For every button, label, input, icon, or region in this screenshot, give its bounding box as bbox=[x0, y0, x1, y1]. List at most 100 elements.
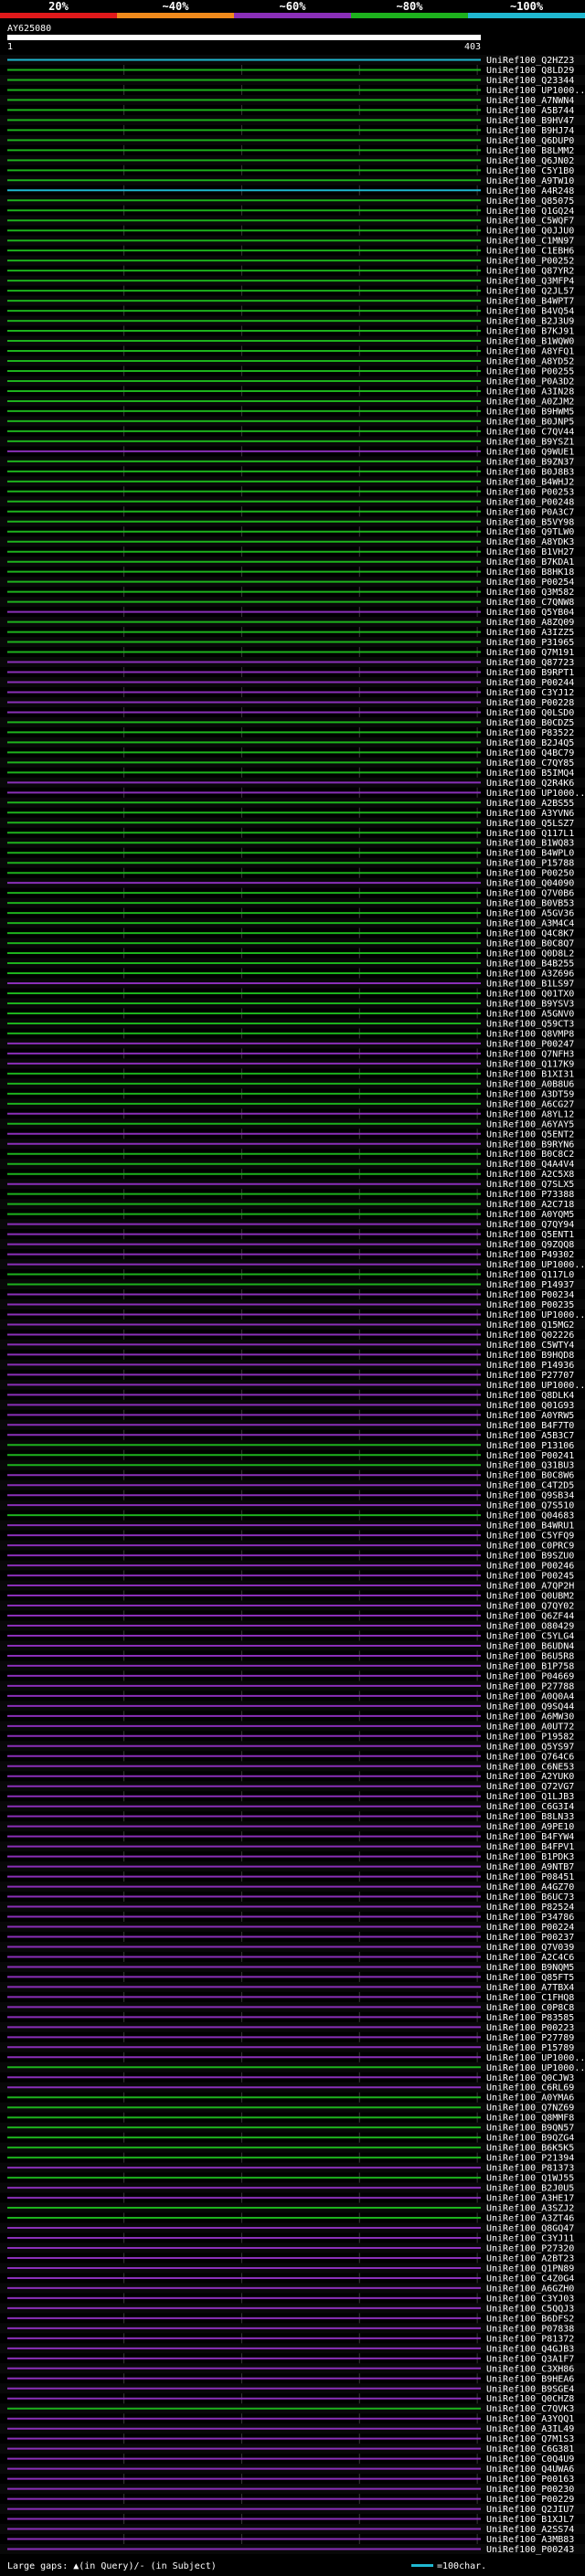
hit-row[interactable]: UniRef100_C3YJ03 bbox=[7, 2294, 574, 2304]
hit-row[interactable]: UniRef100_P73388 bbox=[7, 1190, 574, 1200]
hit-row[interactable]: UniRef100_B9HJ74 bbox=[7, 126, 574, 136]
hit-row[interactable]: UniRef100_B1VH27 bbox=[7, 547, 574, 557]
hit-row[interactable]: UniRef100_A0UT72 bbox=[0, 1721, 585, 1732]
hit-row[interactable]: UniRef100_C5Y1B0 bbox=[7, 166, 574, 176]
hit-row[interactable]: UniRef100_Q0JJU0 bbox=[7, 227, 574, 237]
hit-label[interactable]: UniRef100_Q7NFH3 bbox=[486, 1049, 574, 1059]
hit-label[interactable]: UniRef100_UP1000... bbox=[486, 1310, 585, 1320]
hit-label[interactable]: UniRef100_P83585 bbox=[486, 2013, 574, 2023]
hit-label[interactable]: UniRef100_P00237 bbox=[486, 1933, 574, 1943]
hit-row[interactable]: UniRef100_Q9ZQQ8 bbox=[0, 1239, 585, 1250]
hit-label[interactable]: UniRef100_B2J0U5 bbox=[486, 2184, 574, 2194]
hit-label[interactable]: UniRef100_P14937 bbox=[486, 1280, 574, 1290]
hit-row[interactable]: UniRef100_B4WPT7 bbox=[0, 295, 585, 307]
hit-label[interactable]: UniRef100_P27320 bbox=[486, 2243, 574, 2253]
hit-row[interactable]: UniRef100_C3XH86 bbox=[0, 2363, 585, 2374]
hit-label[interactable]: UniRef100_B9SZU0 bbox=[486, 1552, 574, 1562]
hit-row[interactable]: UniRef100_A0YRW5 bbox=[7, 1411, 574, 1421]
hit-row[interactable]: UniRef100_C5YFQ9 bbox=[7, 1532, 574, 1542]
hit-row[interactable]: UniRef100_A8ZQ09 bbox=[0, 617, 585, 628]
hit-row[interactable]: UniRef100_B1XJL7 bbox=[7, 2515, 574, 2525]
hit-label[interactable]: UniRef100_Q4UWA6 bbox=[486, 2465, 574, 2475]
hit-label[interactable]: UniRef100_A0YQM5 bbox=[486, 1210, 574, 1220]
hit-row[interactable]: UniRef100_B1PDK3 bbox=[7, 1852, 574, 1862]
hit-label[interactable]: UniRef100_A3ZT46 bbox=[486, 2214, 574, 2224]
hit-label[interactable]: UniRef100_P15789 bbox=[486, 2043, 574, 2053]
hit-label[interactable]: UniRef100_Q1GQ24 bbox=[486, 207, 574, 217]
hit-label[interactable]: UniRef100_Q117L1 bbox=[486, 829, 574, 839]
hit-row[interactable]: UniRef100_A9TW10 bbox=[0, 175, 585, 186]
hit-label[interactable]: UniRef100_P00248 bbox=[486, 497, 574, 507]
hit-label[interactable]: UniRef100_P31965 bbox=[486, 638, 574, 648]
hit-row[interactable]: UniRef100_Q1PN89 bbox=[0, 2263, 585, 2274]
hit-label[interactable]: UniRef100_B0JNP5 bbox=[486, 417, 574, 427]
hit-row[interactable]: UniRef100_C6RL69 bbox=[0, 2082, 585, 2094]
hit-label[interactable]: UniRef100_C3YJ11 bbox=[486, 2234, 574, 2244]
hit-label[interactable]: UniRef100_Q4A4V4 bbox=[486, 1160, 574, 1170]
hit-row[interactable]: UniRef100_Q2JIU7 bbox=[0, 2504, 585, 2515]
hit-label[interactable]: UniRef100_C7QV44 bbox=[486, 427, 574, 437]
hit-label[interactable]: UniRef100_Q1LJB3 bbox=[486, 1792, 574, 1802]
hit-label[interactable]: UniRef100_B8HK18 bbox=[486, 567, 574, 578]
hit-label[interactable]: UniRef100_A3YVN6 bbox=[486, 809, 574, 819]
hit-row[interactable]: UniRef100_Q5YS97 bbox=[0, 1741, 585, 1752]
hit-row[interactable]: UniRef100_C0Q4U9 bbox=[7, 2454, 574, 2465]
hit-row[interactable]: UniRef100_A2C718 bbox=[0, 1199, 585, 1210]
hit-row[interactable]: UniRef100_C5QQJ3 bbox=[0, 2303, 585, 2314]
hit-row[interactable]: UniRef100_P00223 bbox=[0, 2021, 585, 2033]
hit-row[interactable]: UniRef100_P21394 bbox=[7, 2154, 574, 2164]
hit-row[interactable]: UniRef100_A9PE10 bbox=[0, 1821, 585, 1832]
hit-label[interactable]: UniRef100_Q6JN02 bbox=[486, 156, 574, 166]
hit-row[interactable]: UniRef100_Q04090 bbox=[0, 877, 585, 889]
hit-label[interactable]: UniRef100_B9YSZ1 bbox=[486, 437, 574, 447]
hit-label[interactable]: UniRef100_UP1000... bbox=[486, 1260, 585, 1270]
hit-row[interactable]: UniRef100_UP1000... bbox=[0, 2062, 585, 2073]
hit-label[interactable]: UniRef100_P19582 bbox=[486, 1732, 574, 1742]
hit-label[interactable]: UniRef100_P15788 bbox=[486, 859, 574, 869]
hit-label[interactable]: UniRef100_Q2HZ23 bbox=[486, 56, 574, 66]
hit-label[interactable]: UniRef100_A5B3C7 bbox=[486, 1431, 574, 1441]
hit-label[interactable]: UniRef100_B0VB53 bbox=[486, 899, 574, 909]
hit-row[interactable]: UniRef100_P14937 bbox=[0, 1279, 585, 1290]
hit-row[interactable]: UniRef100_Q5ENT1 bbox=[7, 1230, 574, 1240]
hit-label[interactable]: UniRef100_Q85075 bbox=[486, 196, 574, 207]
hit-label[interactable]: UniRef100_A3YQQ1 bbox=[486, 2414, 574, 2424]
hit-label[interactable]: UniRef100_C7QVK3 bbox=[486, 2404, 574, 2414]
hit-row[interactable]: UniRef100_Q2JL57 bbox=[7, 287, 574, 297]
hit-label[interactable]: UniRef100_Q87723 bbox=[486, 658, 574, 668]
hit-row[interactable]: UniRef100_Q85FT5 bbox=[7, 1973, 574, 1983]
hit-label[interactable]: UniRef100_Q1PN89 bbox=[486, 2263, 574, 2274]
hit-row[interactable]: UniRef100_Q8LD29 bbox=[7, 66, 574, 76]
hit-label[interactable]: UniRef100_Q02226 bbox=[486, 1330, 574, 1341]
hit-row[interactable]: UniRef100_P27789 bbox=[7, 2033, 574, 2043]
hit-label[interactable]: UniRef100_Q7V0B6 bbox=[486, 889, 574, 899]
hit-label[interactable]: UniRef100_C5Y1B0 bbox=[486, 166, 574, 176]
hit-label[interactable]: UniRef100_Q9WUE1 bbox=[486, 447, 574, 457]
hit-label[interactable]: UniRef100_P00254 bbox=[486, 578, 574, 588]
hit-row[interactable]: UniRef100_A6CG27 bbox=[0, 1098, 585, 1109]
hit-label[interactable]: UniRef100_B1XI31 bbox=[486, 1069, 574, 1079]
hit-row[interactable]: UniRef100_Q1WJ55 bbox=[7, 2174, 574, 2184]
hit-row[interactable]: UniRef100_A2C5X8 bbox=[7, 1170, 574, 1180]
hit-row[interactable]: UniRef100_B6UDN4 bbox=[0, 1640, 585, 1651]
hit-label[interactable]: UniRef100_C5WQF7 bbox=[486, 217, 574, 227]
hit-row[interactable]: UniRef100_Q1LJB3 bbox=[7, 1792, 574, 1802]
hit-row[interactable]: UniRef100_A0B8U6 bbox=[0, 1078, 585, 1089]
hit-row[interactable]: UniRef100_C3YJ11 bbox=[7, 2234, 574, 2244]
hit-row[interactable]: UniRef100_A3Z696 bbox=[7, 970, 574, 980]
hit-label[interactable]: UniRef100_C0Q4U9 bbox=[486, 2454, 574, 2465]
hit-label[interactable]: UniRef100_Q5ENT2 bbox=[486, 1129, 574, 1140]
hit-label[interactable]: UniRef100_P00244 bbox=[486, 678, 574, 688]
hit-label[interactable]: UniRef100_A0Q0A4 bbox=[486, 1691, 574, 1701]
hit-label[interactable]: UniRef100_B7KJ91 bbox=[486, 327, 574, 337]
hit-label[interactable]: UniRef100_B5VY98 bbox=[486, 517, 574, 527]
hit-label[interactable]: UniRef100_A3IN28 bbox=[486, 387, 574, 397]
hit-label[interactable]: UniRef100_C5QQJ3 bbox=[486, 2304, 574, 2314]
hit-label[interactable]: UniRef100_C3YJ12 bbox=[486, 688, 574, 698]
hit-label[interactable]: UniRef100_B9RPT1 bbox=[486, 668, 574, 678]
hit-label[interactable]: UniRef100_B7KDA1 bbox=[486, 557, 574, 567]
hit-row[interactable]: UniRef100_A2YUK0 bbox=[7, 1772, 574, 1782]
hit-row[interactable]: UniRef100_Q4UWA6 bbox=[0, 2464, 585, 2475]
hit-label[interactable]: UniRef100_Q764C6 bbox=[486, 1752, 574, 1762]
hit-row[interactable]: UniRef100_Q87723 bbox=[0, 657, 585, 668]
